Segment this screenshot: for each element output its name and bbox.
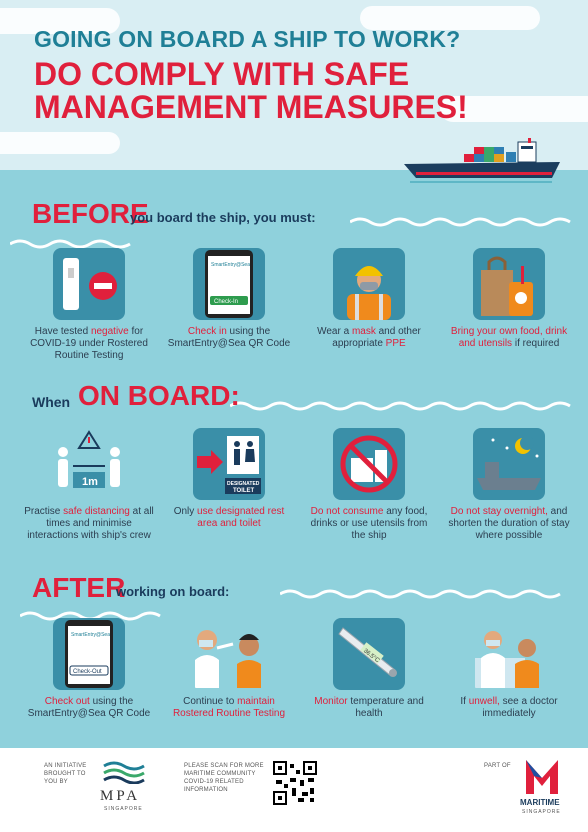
svg-text:TOILET: TOILET [233, 488, 255, 494]
list-item: If unwell, see a doctor immediately [444, 618, 574, 720]
maritime-logo-text: MARITIME [520, 798, 560, 807]
item-caption: If unwell, see a doctor immediately [460, 696, 558, 719]
item-caption: Check in using the SmartEntry@Sea QR Cod… [167, 326, 291, 349]
wave-decoration [280, 589, 561, 599]
checkout-button-label: Check-Out [73, 669, 102, 675]
cloud [0, 132, 120, 154]
food-bag-icon [473, 248, 545, 320]
list-item: Bring your own food, drink and utensils … [444, 248, 574, 350]
page-subtitle: GOING ON BOARD A SHIP TO WORK? [34, 26, 461, 52]
after-subheading: working on board: [116, 584, 230, 599]
wave-decoration [230, 401, 571, 411]
before-subheading: you board the ship, you must: [130, 210, 316, 225]
list-item: Do not consume any food, drinks or use u… [304, 428, 434, 542]
doctor-icon [473, 618, 545, 690]
item-caption: Monitor temperature and health [314, 696, 424, 719]
onboard-prefix: When [32, 394, 71, 410]
toilet-icon: DESIGNATED TOILET [193, 428, 265, 500]
svg-text:DESIGNATED: DESIGNATED [227, 481, 260, 487]
thermometer-icon: 36.5°C [333, 618, 405, 690]
item-caption: Have tested negative for COVID-19 under … [30, 326, 148, 361]
worker-mask-icon [333, 248, 405, 320]
list-item: SmartEntry@Sea Check-Out Check out using … [24, 618, 154, 720]
test-kit-icon [53, 248, 125, 320]
cargo-ship-icon [404, 138, 560, 183]
cloud [440, 96, 588, 122]
no-food-icon [333, 428, 405, 500]
page-title: DO COMPLY WITH SAFE MANAGEMENT MEASURES! [34, 58, 468, 124]
list-item: Have tested negative for COVID-19 under … [24, 248, 154, 362]
footer: AN INITIATIVE BROUGHT TO YOU BY MPA SING… [0, 748, 588, 832]
list-item: 36.5°C Monitor temperature and health [304, 618, 434, 720]
item-caption: Continue to maintain Rostered Routine Te… [172, 696, 286, 719]
smartentry-logo-text: SmartEntry@Sea [71, 632, 110, 638]
cloud [360, 6, 540, 30]
part-of-text: PART OF [484, 763, 511, 769]
list-item: Continue to maintain Rostered Routine Te… [164, 618, 294, 720]
list-item: Do not stay overnight, and shorten the d… [444, 428, 574, 542]
maritime-singapore-logo-icon [526, 760, 558, 794]
list-item: DESIGNATED TOILET Only use designated res… [164, 428, 294, 530]
title-line-1: DO COMPLY WITH SAFE [34, 56, 410, 92]
item-caption: Only use designated rest area and toilet [173, 506, 285, 529]
item-caption: Wear a mask and other appropriate PPE [317, 326, 421, 349]
phone-checkin-icon: SmartEntry@Sea Check-In [193, 248, 265, 320]
title-line-2: MANAGEMENT MEASURES! [34, 89, 468, 125]
night-ship-icon [473, 428, 545, 500]
item-caption: Do not stay overnight, and shorten the d… [448, 506, 570, 541]
sky-background [0, 0, 588, 170]
checkin-button-label: Check-In [214, 299, 238, 305]
list-item: 1m Practise safe distancing at all times… [24, 428, 154, 542]
list-item: Wear a mask and other appropriate PPE [304, 248, 434, 350]
wave-decoration [10, 239, 131, 249]
initiative-text: AN INITIATIVE BROUGHT TO YOU BY [44, 763, 87, 785]
item-caption: Bring your own food, drink and utensils … [450, 326, 568, 349]
item-caption: Practise safe distancing at all times an… [24, 506, 154, 541]
list-item: SmartEntry@Sea Check-In Check in using th… [164, 248, 294, 350]
scan-info-text: PLEASE SCAN FOR MORE MARITIME COMMUNITY … [184, 763, 264, 793]
distance-badge: 1m [82, 476, 98, 488]
cloud [0, 8, 120, 34]
after-heading: AFTER [32, 572, 126, 603]
smartentry-logo-text: SmartEntry@Sea [211, 262, 250, 268]
item-caption: Do not consume any food, drinks or use u… [310, 506, 428, 541]
phone-checkout-icon: SmartEntry@Sea Check-Out [53, 618, 125, 690]
item-caption: Check out using the SmartEntry@Sea QR Co… [27, 696, 151, 719]
mpa-logo-icon [103, 761, 145, 784]
wave-decoration [350, 217, 571, 227]
maritime-logo-subtext: SINGAPORE [522, 809, 561, 815]
before-heading: BEFORE [32, 198, 149, 229]
swab-test-icon [193, 618, 265, 690]
mpa-logo-text: MPA [100, 788, 141, 804]
onboard-heading: ON BOARD: [78, 380, 240, 411]
qr-code-icon[interactable] [272, 760, 318, 806]
mpa-logo-subtext: SINGAPORE [104, 806, 143, 812]
distancing-icon: 1m [53, 428, 125, 500]
